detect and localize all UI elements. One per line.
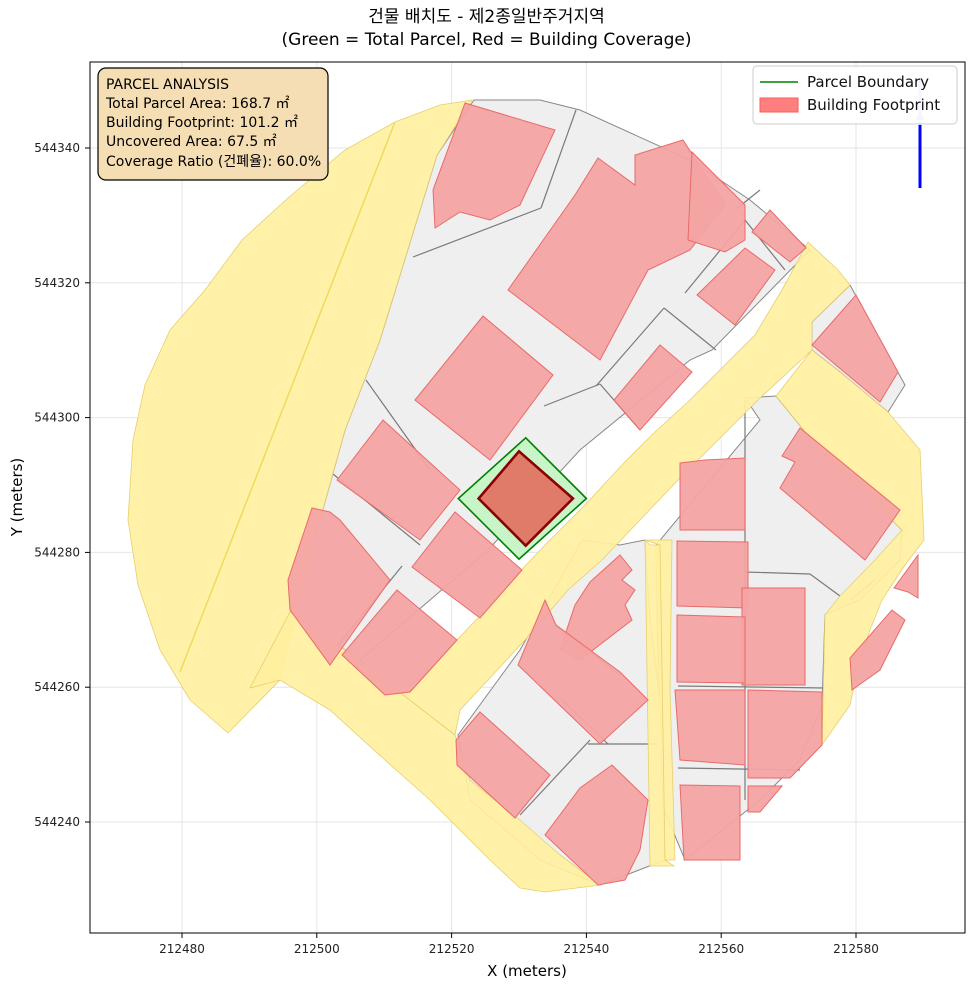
y-tick-label: 544280 <box>34 545 80 559</box>
plot-frame <box>89 61 966 934</box>
context-building <box>676 540 749 609</box>
context-building <box>751 209 807 263</box>
plot-area <box>89 61 966 934</box>
road-central-diagonal <box>401 241 851 736</box>
context-building <box>696 247 776 326</box>
x-axis-ticks: 212480 212500 212520 212540 212560 212580 <box>159 933 879 956</box>
chart-title-line2: (Green = Total Parcel, Red = Building Co… <box>281 30 692 50</box>
context-building <box>455 711 551 819</box>
road-centerline <box>179 121 396 673</box>
context-building <box>674 689 746 766</box>
context-building <box>559 554 636 661</box>
context-building <box>341 589 458 696</box>
y-tick-label: 544240 <box>34 815 80 829</box>
context-building <box>687 150 746 253</box>
legend-building-patch <box>759 97 799 113</box>
context-building <box>287 507 391 666</box>
y-tick-label: 544340 <box>34 141 80 155</box>
context-building <box>517 598 649 745</box>
context-building <box>811 294 899 403</box>
chart-title: 건물 배치도 - 제2종일반주거지역 (Green = Total Parcel… <box>0 6 973 52</box>
context-buildings <box>287 102 919 886</box>
parcel-analysis-box: PARCEL ANALYSIS Total Parcel Area: 168.7… <box>97 67 329 181</box>
roads <box>127 99 925 893</box>
y-tick-label: 544320 <box>34 276 80 290</box>
chart-title-line1: 건물 배치도 - 제2종일반주거지역 <box>368 7 605 27</box>
info-total-area: Total Parcel Area: 168.7 ㎡ <box>105 96 290 112</box>
target-site[interactable] <box>457 436 588 561</box>
info-building-footprint: Building Footprint: 101.2 ㎡ <box>106 115 298 131</box>
context-building <box>679 457 746 531</box>
context-building <box>411 511 523 619</box>
context-building <box>544 764 649 886</box>
x-tick-label: 212520 <box>429 942 475 956</box>
x-tick-label: 212580 <box>833 942 879 956</box>
legend: Parcel Boundary Building Footprint <box>752 65 958 125</box>
target-building-footprint[interactable] <box>476 449 575 548</box>
legend-frame <box>752 65 958 125</box>
context-building <box>414 315 554 461</box>
context-building <box>676 614 746 684</box>
context-building <box>336 419 461 541</box>
x-tick-label: 212560 <box>698 942 744 956</box>
x-tick-label: 212540 <box>563 942 609 956</box>
context-building <box>432 102 556 229</box>
y-tick-label: 544260 <box>34 680 80 694</box>
info-heading: PARCEL ANALYSIS <box>106 77 229 93</box>
info-uncovered-area: Uncovered Area: 67.5 ㎡ <box>106 134 277 150</box>
context-building <box>741 587 806 686</box>
context-building <box>679 784 741 861</box>
context-building <box>779 427 901 561</box>
legend-building-label: Building Footprint <box>807 96 940 114</box>
x-tick-label: 212480 <box>159 942 205 956</box>
info-coverage-ratio: Coverage Ratio (건폐율): 60.0% <box>106 154 321 170</box>
context-building <box>747 689 823 779</box>
y-axis-label: Y (meters) <box>8 458 26 538</box>
legend-parcel-label: Parcel Boundary <box>807 73 929 91</box>
context-building <box>849 609 906 691</box>
context-building <box>893 553 919 599</box>
context-building <box>613 344 693 431</box>
y-axis-ticks: 544340 544320 544300 544280 544260 544240 <box>34 141 90 829</box>
x-tick-label: 212500 <box>294 942 340 956</box>
x-axis-label: X (meters) <box>487 962 567 980</box>
road-south-strip <box>644 539 676 867</box>
context-building <box>747 785 784 813</box>
y-tick-label: 544300 <box>34 411 80 425</box>
info-box-background <box>97 67 329 181</box>
